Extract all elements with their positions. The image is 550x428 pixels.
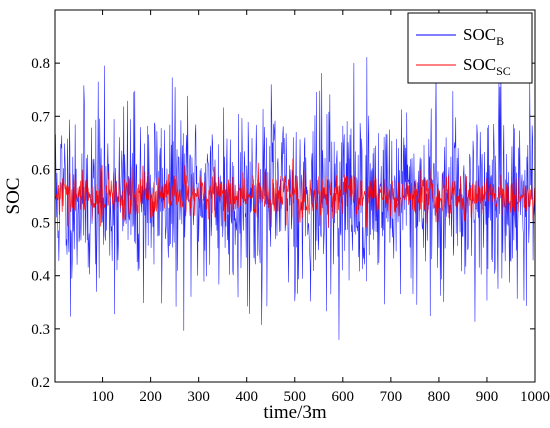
y-tick-label: 0.4: [31, 269, 50, 285]
series-layer: [55, 57, 535, 340]
y-tick-label: 0.2: [31, 375, 50, 391]
ticks-layer: 100 200 300 400 500 600 700 800 900 1000 0.2 0.3 0.4…: [31, 10, 550, 405]
x-tick-label: 200: [139, 389, 162, 405]
y-axis-label: SOC: [3, 178, 24, 215]
y-tick-label: 0.6: [31, 162, 50, 178]
y-tick-label: 0.7: [31, 109, 50, 125]
y-tick-label: 0.3: [31, 322, 50, 338]
y-tick-label: 0.8: [31, 56, 50, 72]
series-line-soc-sc: [55, 158, 535, 228]
legend-entry-soc-sc: SOCSC: [463, 55, 511, 78]
x-tick-label: 500: [284, 389, 307, 405]
legend: SOCB SOCSC: [407, 12, 533, 84]
legend-box: [407, 12, 533, 84]
x-tick-label: 400: [235, 389, 258, 405]
x-tick-label: 600: [332, 389, 355, 405]
x-tick-label: 300: [187, 389, 210, 405]
x-tick-label: 100: [91, 389, 114, 405]
legend-entry-soc-b: SOCB: [463, 25, 504, 48]
x-tick-label: 900: [476, 389, 499, 405]
x-axis-label: time/3m: [263, 402, 327, 423]
x-tick-label: 800: [428, 389, 451, 405]
x-tick-label: 700: [380, 389, 403, 405]
series-line-soc-b: [55, 57, 535, 340]
y-tick-label: 0.5: [31, 216, 50, 232]
x-tick-label: 1000: [520, 389, 550, 405]
